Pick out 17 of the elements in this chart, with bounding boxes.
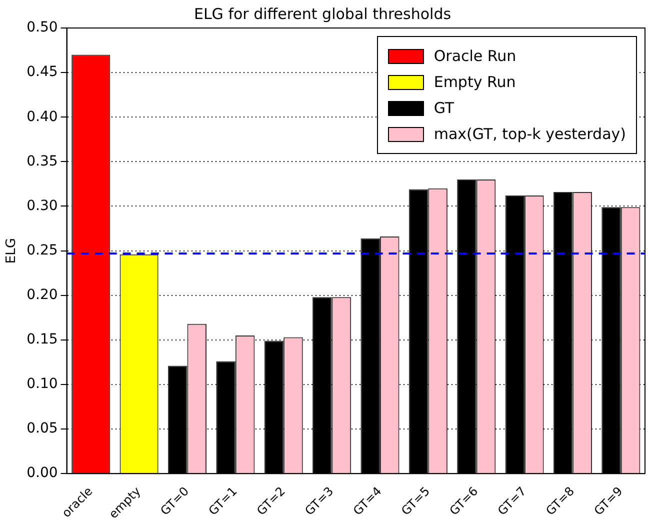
y-tick-label: 0.10: [26, 376, 58, 392]
legend-label: Empty Run: [434, 73, 516, 91]
y-tick-label: 0.15: [26, 332, 58, 348]
y-tick-label: 0.25: [26, 242, 58, 258]
legend-label: max(GT, top-k yesterday): [434, 125, 626, 143]
legend-label: GT: [434, 99, 454, 117]
y-tick-label: 0.20: [26, 287, 58, 303]
y-tick-label: 0.30: [26, 198, 58, 214]
y-tick-label: 0.00: [26, 465, 58, 482]
y-tick-label: 0.45: [26, 64, 58, 80]
y-tick-label: 0.05: [26, 420, 58, 437]
y-axis-title: ELG: [4, 238, 20, 264]
y-tick-label: 0.35: [26, 153, 58, 170]
chart-title: ELG for different global thresholds: [194, 4, 452, 23]
y-tick-label: 0.40: [26, 108, 58, 125]
legend-label: Oracle Run: [434, 47, 516, 65]
y-tick-label: 0.50: [26, 20, 58, 36]
